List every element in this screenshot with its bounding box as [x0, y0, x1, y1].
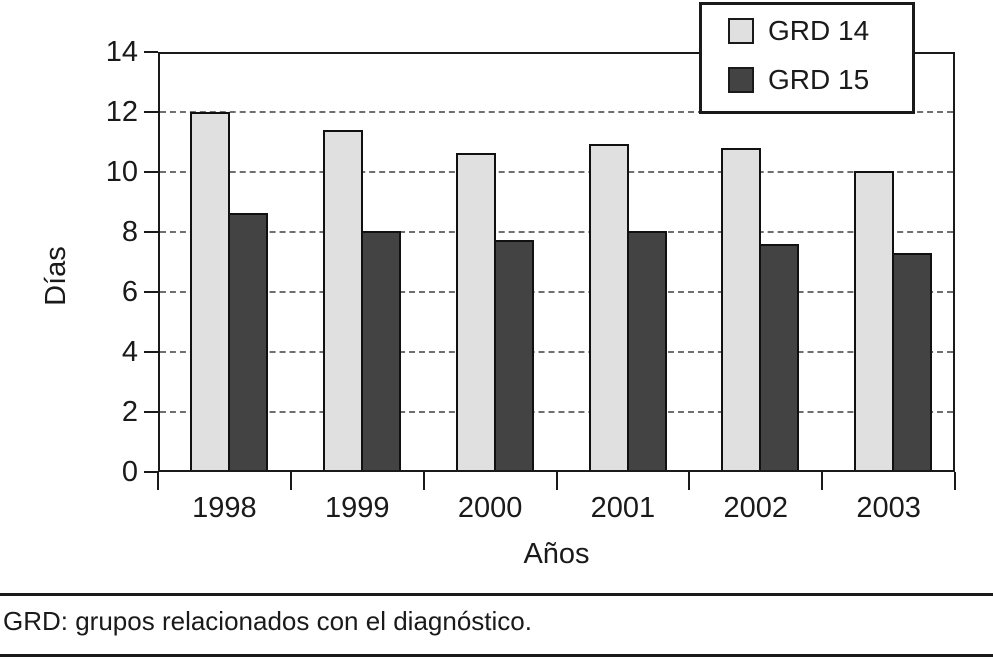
x-tick-label-2001: 2001	[590, 492, 656, 524]
bar-grd-15-2001	[626, 230, 667, 472]
x-axis-tick-2	[422, 472, 425, 490]
bar-grd-15-1998	[228, 212, 268, 472]
x-axis-tick-0	[157, 472, 159, 490]
bar-grd-15-2003	[892, 253, 933, 472]
y-tick-label-14: 14	[105, 35, 138, 68]
y-axis-tick-2	[144, 411, 158, 413]
y-tick-label-0: 0	[121, 455, 138, 488]
bar-grd-15-1999	[360, 230, 401, 472]
bar-grd-14-2001	[588, 143, 629, 472]
legend-item-grd-15: GRD 15	[728, 66, 912, 94]
x-tick-label-1999: 1999	[324, 492, 390, 524]
bar-grd-14-2002	[721, 148, 762, 472]
legend-label: GRD 15	[768, 64, 870, 95]
y-tick-label-2: 2	[121, 395, 138, 428]
bar-grd-14-2000	[455, 152, 496, 472]
gridline-6	[160, 291, 953, 293]
gridline-8	[160, 231, 953, 233]
gridline-4	[160, 351, 953, 353]
bar-grd-14-1998	[190, 112, 230, 472]
plot-area-border	[158, 52, 955, 472]
gridline-12	[160, 111, 953, 113]
y-axis-tick-4	[144, 351, 158, 353]
gridline-2	[160, 411, 953, 413]
x-axis-tick-4	[688, 472, 691, 490]
bar-grd-15-2002	[759, 244, 800, 472]
x-axis-title: Años	[523, 538, 590, 570]
legend: GRD 14 GRD 15	[699, 2, 915, 114]
x-axis-tick-3	[555, 472, 558, 490]
y-tick-label-8: 8	[121, 215, 138, 248]
y-axis-tick-0	[144, 471, 158, 473]
bar-grd-14-1999	[322, 130, 363, 472]
legend-swatch-icon	[728, 67, 754, 93]
y-axis-tick-14	[144, 51, 158, 53]
footnote-rule-top	[0, 593, 993, 596]
x-tick-label-2000: 2000	[457, 492, 523, 524]
x-tick-label-2003: 2003	[856, 492, 921, 524]
y-axis-tick-6	[144, 291, 158, 293]
x-axis-tick-6	[954, 472, 956, 490]
y-tick-label-4: 4	[121, 335, 138, 368]
legend-label: GRD 14	[768, 15, 870, 46]
legend-swatch-icon	[728, 18, 754, 44]
footnote-text: GRD: grupos relacionados con el diagnóst…	[3, 606, 532, 636]
y-axis-tick-10	[144, 171, 158, 173]
x-axis-tick-1	[289, 472, 292, 490]
y-tick-label-10: 10	[105, 155, 138, 188]
x-axis-tick-5	[821, 472, 824, 490]
bar-grd-15-2000	[493, 239, 534, 472]
x-tick-label-2002: 2002	[723, 492, 788, 524]
y-tick-label-6: 6	[121, 275, 138, 308]
bar-grd-14-2003	[854, 170, 895, 472]
bar-chart: Días Años GRD 14 GRD 15 0 2 4 6 8 10 12 14 1998 19…	[40, 2, 956, 570]
y-tick-label-12: 12	[105, 95, 138, 128]
y-axis-tick-8	[144, 231, 158, 233]
gridline-10	[160, 171, 953, 173]
y-axis-tick-12	[144, 111, 158, 113]
legend-item-grd-14: GRD 14	[728, 17, 912, 45]
x-tick-label-1998: 1998	[192, 492, 257, 524]
footnote-rule-bottom	[0, 654, 993, 657]
